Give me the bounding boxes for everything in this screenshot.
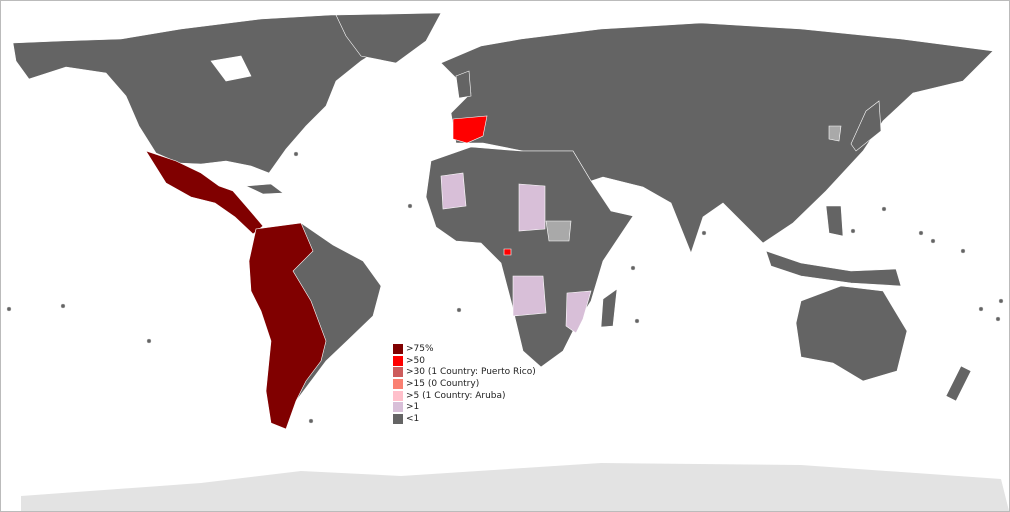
madagascar: [600, 288, 618, 328]
spanish-speaking-south-america: [248, 222, 327, 430]
mozambique: [565, 290, 592, 334]
antarctica: [21, 463, 1009, 511]
australia: [795, 285, 908, 382]
south-sudan-no-data: [545, 220, 572, 242]
legend-label: >75%: [406, 343, 434, 354]
legend-swatch: [393, 402, 403, 413]
legend-label: >15 (0 Country): [406, 378, 480, 389]
korea-no-data: [828, 125, 842, 142]
indonesia: [765, 250, 902, 287]
legend-label: >1: [406, 402, 420, 413]
mexico-central-america: [145, 150, 264, 235]
legend-item: >30 (1 Country: Puerto Rico): [393, 366, 536, 378]
legend-swatch: [393, 343, 403, 354]
philippines: [825, 205, 844, 237]
north-america: [12, 14, 402, 174]
legend-item: >75%: [393, 343, 536, 355]
new-zealand: [945, 365, 972, 402]
legend-label: >5 (1 Country: Aruba): [406, 390, 506, 401]
legend-item: >1: [393, 401, 536, 413]
legend-label: >30 (1 Country: Puerto Rico): [406, 367, 536, 378]
legend-item: <1: [393, 413, 536, 425]
map-legend: >75% >50 >30 (1 Country: Puerto Rico) >1…: [393, 343, 536, 425]
equatorial-guinea: [503, 248, 512, 256]
legend-swatch: [393, 378, 403, 389]
small-islands: [6, 151, 1004, 424]
japan: [850, 100, 882, 152]
spain: [452, 115, 488, 144]
eurasia: [440, 22, 994, 254]
legend-label: >50: [406, 355, 425, 366]
legend-swatch: [393, 355, 403, 366]
legend-item: >5 (1 Country: Aruba): [393, 390, 536, 402]
mali: [440, 172, 467, 210]
legend-swatch: [393, 367, 403, 378]
legend-swatch: [393, 413, 403, 424]
legend-label: <1: [406, 413, 420, 424]
greenland: [335, 12, 442, 64]
cuba: [244, 183, 284, 195]
legend-item: >15 (0 Country): [393, 378, 536, 390]
chad: [518, 183, 546, 232]
united-kingdom: [455, 70, 472, 99]
legend-swatch: [393, 390, 403, 401]
hudson-bay-island: [210, 55, 252, 82]
angola: [512, 275, 547, 317]
legend-item: >50: [393, 355, 536, 367]
